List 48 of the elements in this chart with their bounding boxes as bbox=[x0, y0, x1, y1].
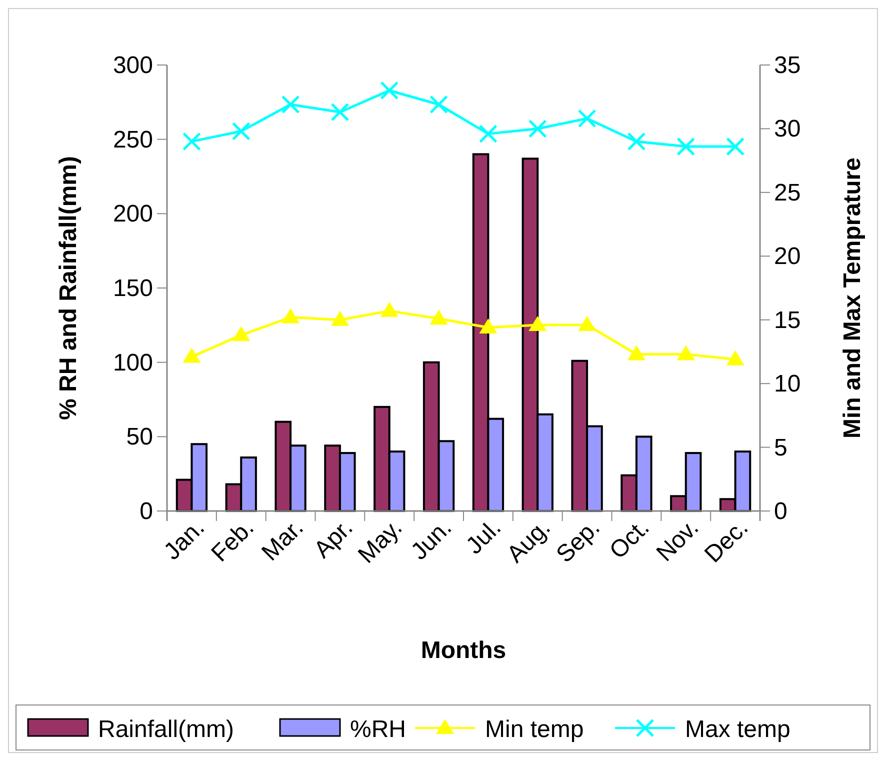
point bbox=[627, 132, 646, 151]
point bbox=[380, 81, 399, 100]
y-tick-label: 250 bbox=[112, 126, 153, 154]
point bbox=[578, 316, 596, 331]
legend-label: Rainfall(mm) bbox=[98, 716, 234, 743]
point bbox=[676, 137, 696, 156]
x-tick-label: Jun. bbox=[406, 514, 458, 566]
y2-tick-label: 35 bbox=[774, 52, 801, 79]
point bbox=[282, 308, 300, 324]
y2-tick-label: 10 bbox=[774, 370, 801, 398]
y-axis-title: % RH and Rainfall(mm) bbox=[55, 156, 82, 420]
point bbox=[430, 95, 448, 114]
y2-axis-title: Min and Max Temprature bbox=[839, 158, 866, 438]
legend-label: Max temp bbox=[685, 716, 790, 743]
point bbox=[380, 302, 398, 317]
y-tick-label: 100 bbox=[112, 349, 153, 376]
point bbox=[430, 310, 448, 325]
y2-tick-label: 0 bbox=[774, 498, 788, 525]
point bbox=[578, 109, 596, 128]
y-tick-label: 150 bbox=[112, 275, 153, 302]
legend-label: Min temp bbox=[485, 716, 584, 743]
y2-tick-label: 30 bbox=[774, 116, 801, 143]
point bbox=[182, 132, 201, 151]
legend-label: %RH bbox=[350, 716, 406, 743]
point bbox=[232, 122, 250, 141]
y2-tick-label: 5 bbox=[774, 434, 788, 462]
x-tick-label: Mar. bbox=[256, 514, 309, 566]
y-tick-label: 200 bbox=[112, 200, 153, 228]
point bbox=[330, 310, 349, 326]
point bbox=[330, 102, 350, 122]
point bbox=[676, 345, 695, 360]
y2-tick-label: 20 bbox=[774, 243, 801, 270]
point bbox=[528, 119, 547, 138]
point bbox=[528, 316, 547, 331]
point bbox=[627, 345, 646, 360]
y-tick-label: 300 bbox=[112, 52, 153, 79]
point bbox=[281, 95, 300, 114]
y2-tick-label: 15 bbox=[774, 306, 801, 334]
y-tick-label: 50 bbox=[126, 424, 153, 451]
point bbox=[478, 124, 498, 144]
point bbox=[726, 137, 745, 156]
point bbox=[726, 350, 744, 366]
y-tick-label: 0 bbox=[140, 498, 153, 525]
x-axis-title: Months bbox=[420, 637, 506, 664]
point bbox=[479, 318, 498, 334]
point bbox=[182, 348, 201, 363]
y2-tick-label: 25 bbox=[774, 179, 801, 206]
point bbox=[232, 326, 250, 342]
